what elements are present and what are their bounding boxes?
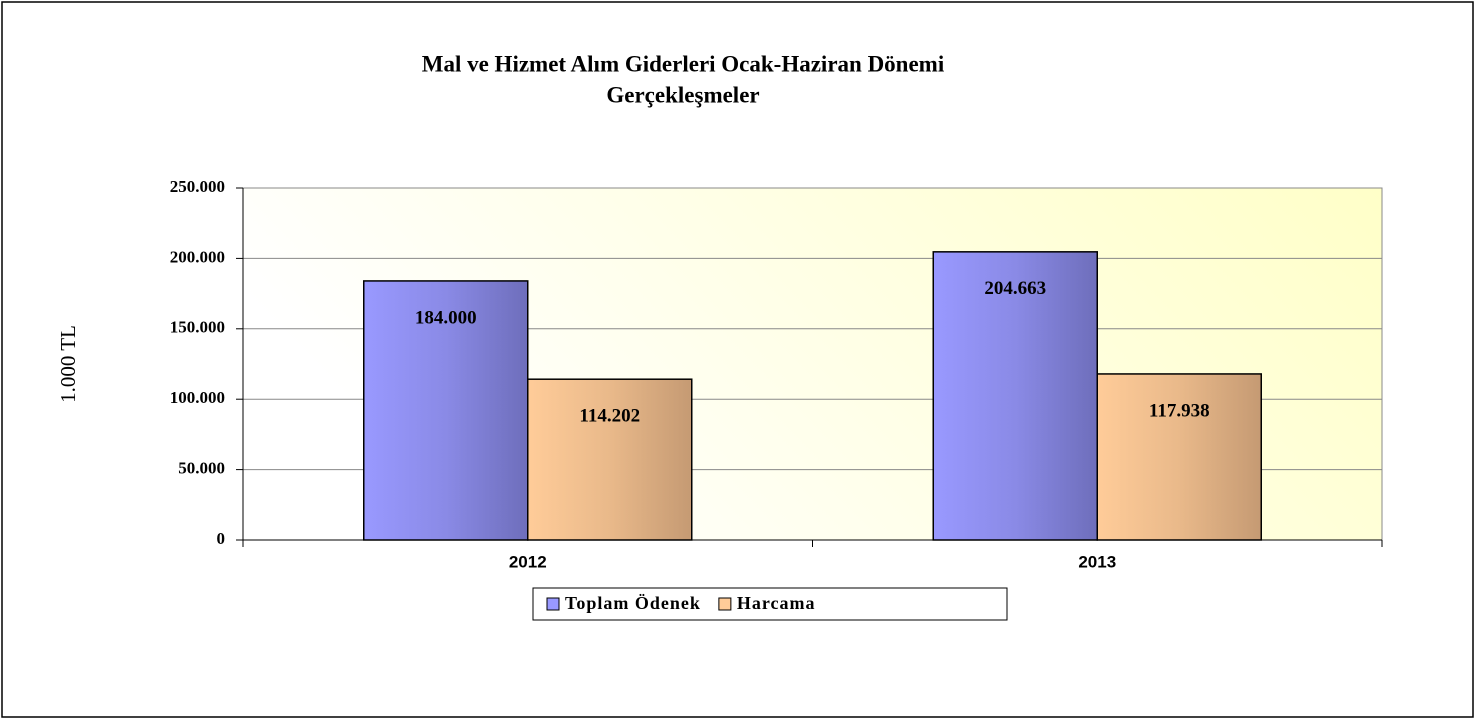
chart-title: Mal ve Hizmet Alım Giderleri Ocak-Hazira…	[422, 51, 945, 76]
data-label: 204.663	[984, 278, 1046, 299]
bar	[932, 251, 1098, 541]
bar	[527, 378, 693, 541]
data-label: 184.000	[415, 307, 477, 328]
legend-label: Toplam Ödenek	[565, 593, 701, 613]
chart-title: Gerçekleşmeler	[606, 82, 759, 107]
y-tick-label: 50.000	[178, 459, 225, 478]
bar	[363, 280, 529, 541]
x-tick-label: 2012	[509, 552, 547, 571]
y-axis-label: 1.000 TL	[56, 325, 80, 403]
legend-box	[532, 587, 1008, 621]
data-label: 114.202	[579, 406, 640, 427]
y-tick-label: 100.000	[170, 388, 225, 407]
x-tick-label: 2013	[1078, 552, 1116, 571]
legend-swatch	[718, 597, 732, 611]
legend-swatch	[546, 597, 560, 611]
data-label: 117.938	[1149, 400, 1210, 421]
y-tick-label: 0	[217, 529, 226, 548]
bar	[1096, 373, 1262, 541]
y-tick-label: 200.000	[170, 247, 225, 266]
y-tick-label: 150.000	[170, 318, 225, 337]
y-tick-label: 250.000	[170, 177, 225, 196]
legend-label: Harcama	[737, 593, 816, 613]
